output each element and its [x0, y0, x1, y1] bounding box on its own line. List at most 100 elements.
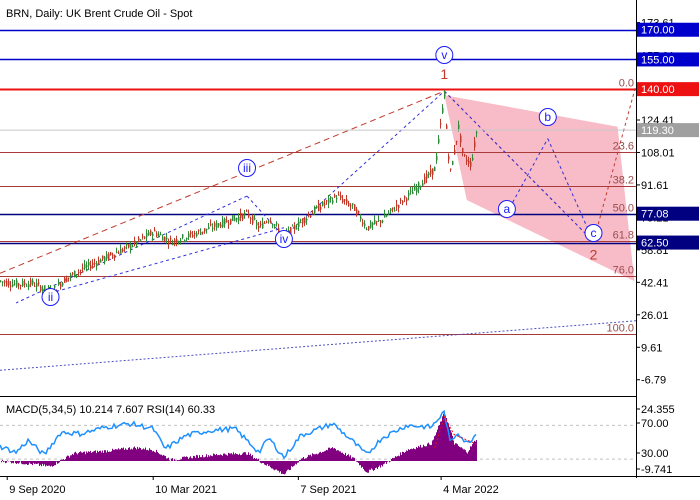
candle-body [444, 93, 446, 97]
level-tag-label-4: 62.50 [641, 238, 669, 250]
candle-body [222, 219, 224, 227]
time-tick-label: 9 Sep 2020 [9, 484, 65, 496]
candle-body [322, 201, 324, 206]
candle-body [476, 132, 478, 134]
level-tag-label-2: 140.00 [641, 84, 675, 96]
candle-body [92, 262, 94, 265]
candle-body [118, 252, 120, 254]
wave-iv-v [283, 90, 445, 237]
fib-label-0: 0.0 [619, 78, 634, 90]
wave-circle-iii [238, 159, 257, 177]
price-tick-label: 108.01 [641, 147, 675, 159]
candle-body [58, 282, 60, 286]
candle-body [106, 254, 108, 259]
candle-body [190, 232, 192, 234]
candle-body [174, 239, 176, 242]
candle-body [170, 238, 172, 240]
candle-body [312, 213, 314, 215]
candle-body [432, 168, 434, 175]
candle-body [40, 286, 42, 291]
candle-body [28, 284, 30, 287]
candle-body [398, 205, 400, 208]
candle-body [216, 222, 218, 228]
candle-body [32, 280, 34, 284]
candle-body [234, 218, 236, 221]
current-price-label: 119.30 [641, 125, 674, 137]
candle-body [110, 252, 112, 255]
candle-body [374, 220, 376, 225]
price-tick-label: 58.81 [641, 245, 669, 257]
candle-body [198, 230, 200, 232]
rsi-line [0, 409, 477, 460]
candle-body [128, 244, 130, 248]
candle-body [244, 212, 246, 215]
candle-body [390, 208, 392, 211]
fib-label-2: 38.2 [613, 175, 634, 187]
candle-body [358, 211, 360, 213]
ind-tick-label: -9.741 [641, 464, 672, 476]
fib-label-5: 76.0 [613, 265, 634, 277]
candle-body [466, 159, 468, 162]
candle-body [122, 249, 124, 252]
candle-body [296, 228, 298, 230]
candle-body [20, 285, 22, 287]
wave-label-v: v [441, 48, 447, 62]
wave-b-c [547, 138, 594, 242]
candle-body [386, 215, 388, 217]
candle-body [116, 252, 118, 254]
candle-body [266, 221, 268, 223]
candle-body [148, 232, 150, 236]
candle-body [324, 203, 326, 205]
candle-body [140, 239, 142, 241]
candle-body [26, 285, 28, 287]
candle-body [474, 141, 476, 148]
candle-body [354, 204, 356, 211]
candle-body [260, 224, 262, 226]
candle-body [326, 200, 328, 202]
candle-body [394, 210, 396, 212]
candle-body [142, 236, 144, 238]
candle-body [96, 263, 98, 266]
candle-body [388, 212, 390, 215]
trend-red-upper [0, 90, 445, 274]
candle-body [66, 277, 68, 282]
candle-body [232, 215, 234, 221]
candle-body [38, 282, 40, 284]
wave-label-a: a [504, 202, 511, 216]
candle-body [228, 223, 230, 225]
candle-body [256, 222, 258, 226]
candle-body [24, 282, 26, 285]
level-tag-1 [637, 52, 699, 67]
wave-circle-ii [41, 288, 60, 306]
candle-body [120, 248, 122, 254]
candle-body [408, 192, 410, 196]
candle-body [350, 205, 352, 207]
candle-body [84, 264, 86, 269]
candle-body [400, 199, 402, 201]
candle-body [10, 285, 12, 287]
wave-label-ii: ii [48, 290, 53, 304]
level-tag-label-3: 77.08 [641, 209, 669, 221]
candle-body [242, 214, 244, 220]
candle-body [470, 161, 472, 167]
candle-body [456, 140, 458, 142]
macd-signal-line [434, 415, 477, 448]
candle-body [414, 186, 416, 191]
price-tick-label: 91.61 [641, 180, 669, 192]
indicator-panel [0, 396, 700, 475]
candle-body [150, 230, 152, 235]
candle-body [168, 242, 170, 244]
wave-circle-c [584, 224, 603, 242]
candle-body [292, 225, 294, 227]
candle-body [6, 281, 8, 286]
candle-body [298, 221, 300, 228]
candle-body [138, 237, 140, 241]
candle-body [418, 182, 420, 189]
candle-body [442, 107, 444, 113]
candle-body [226, 220, 228, 223]
candle-body [16, 280, 18, 287]
candle-body [360, 216, 362, 220]
candle-body [82, 267, 84, 270]
candle-body [302, 218, 304, 224]
